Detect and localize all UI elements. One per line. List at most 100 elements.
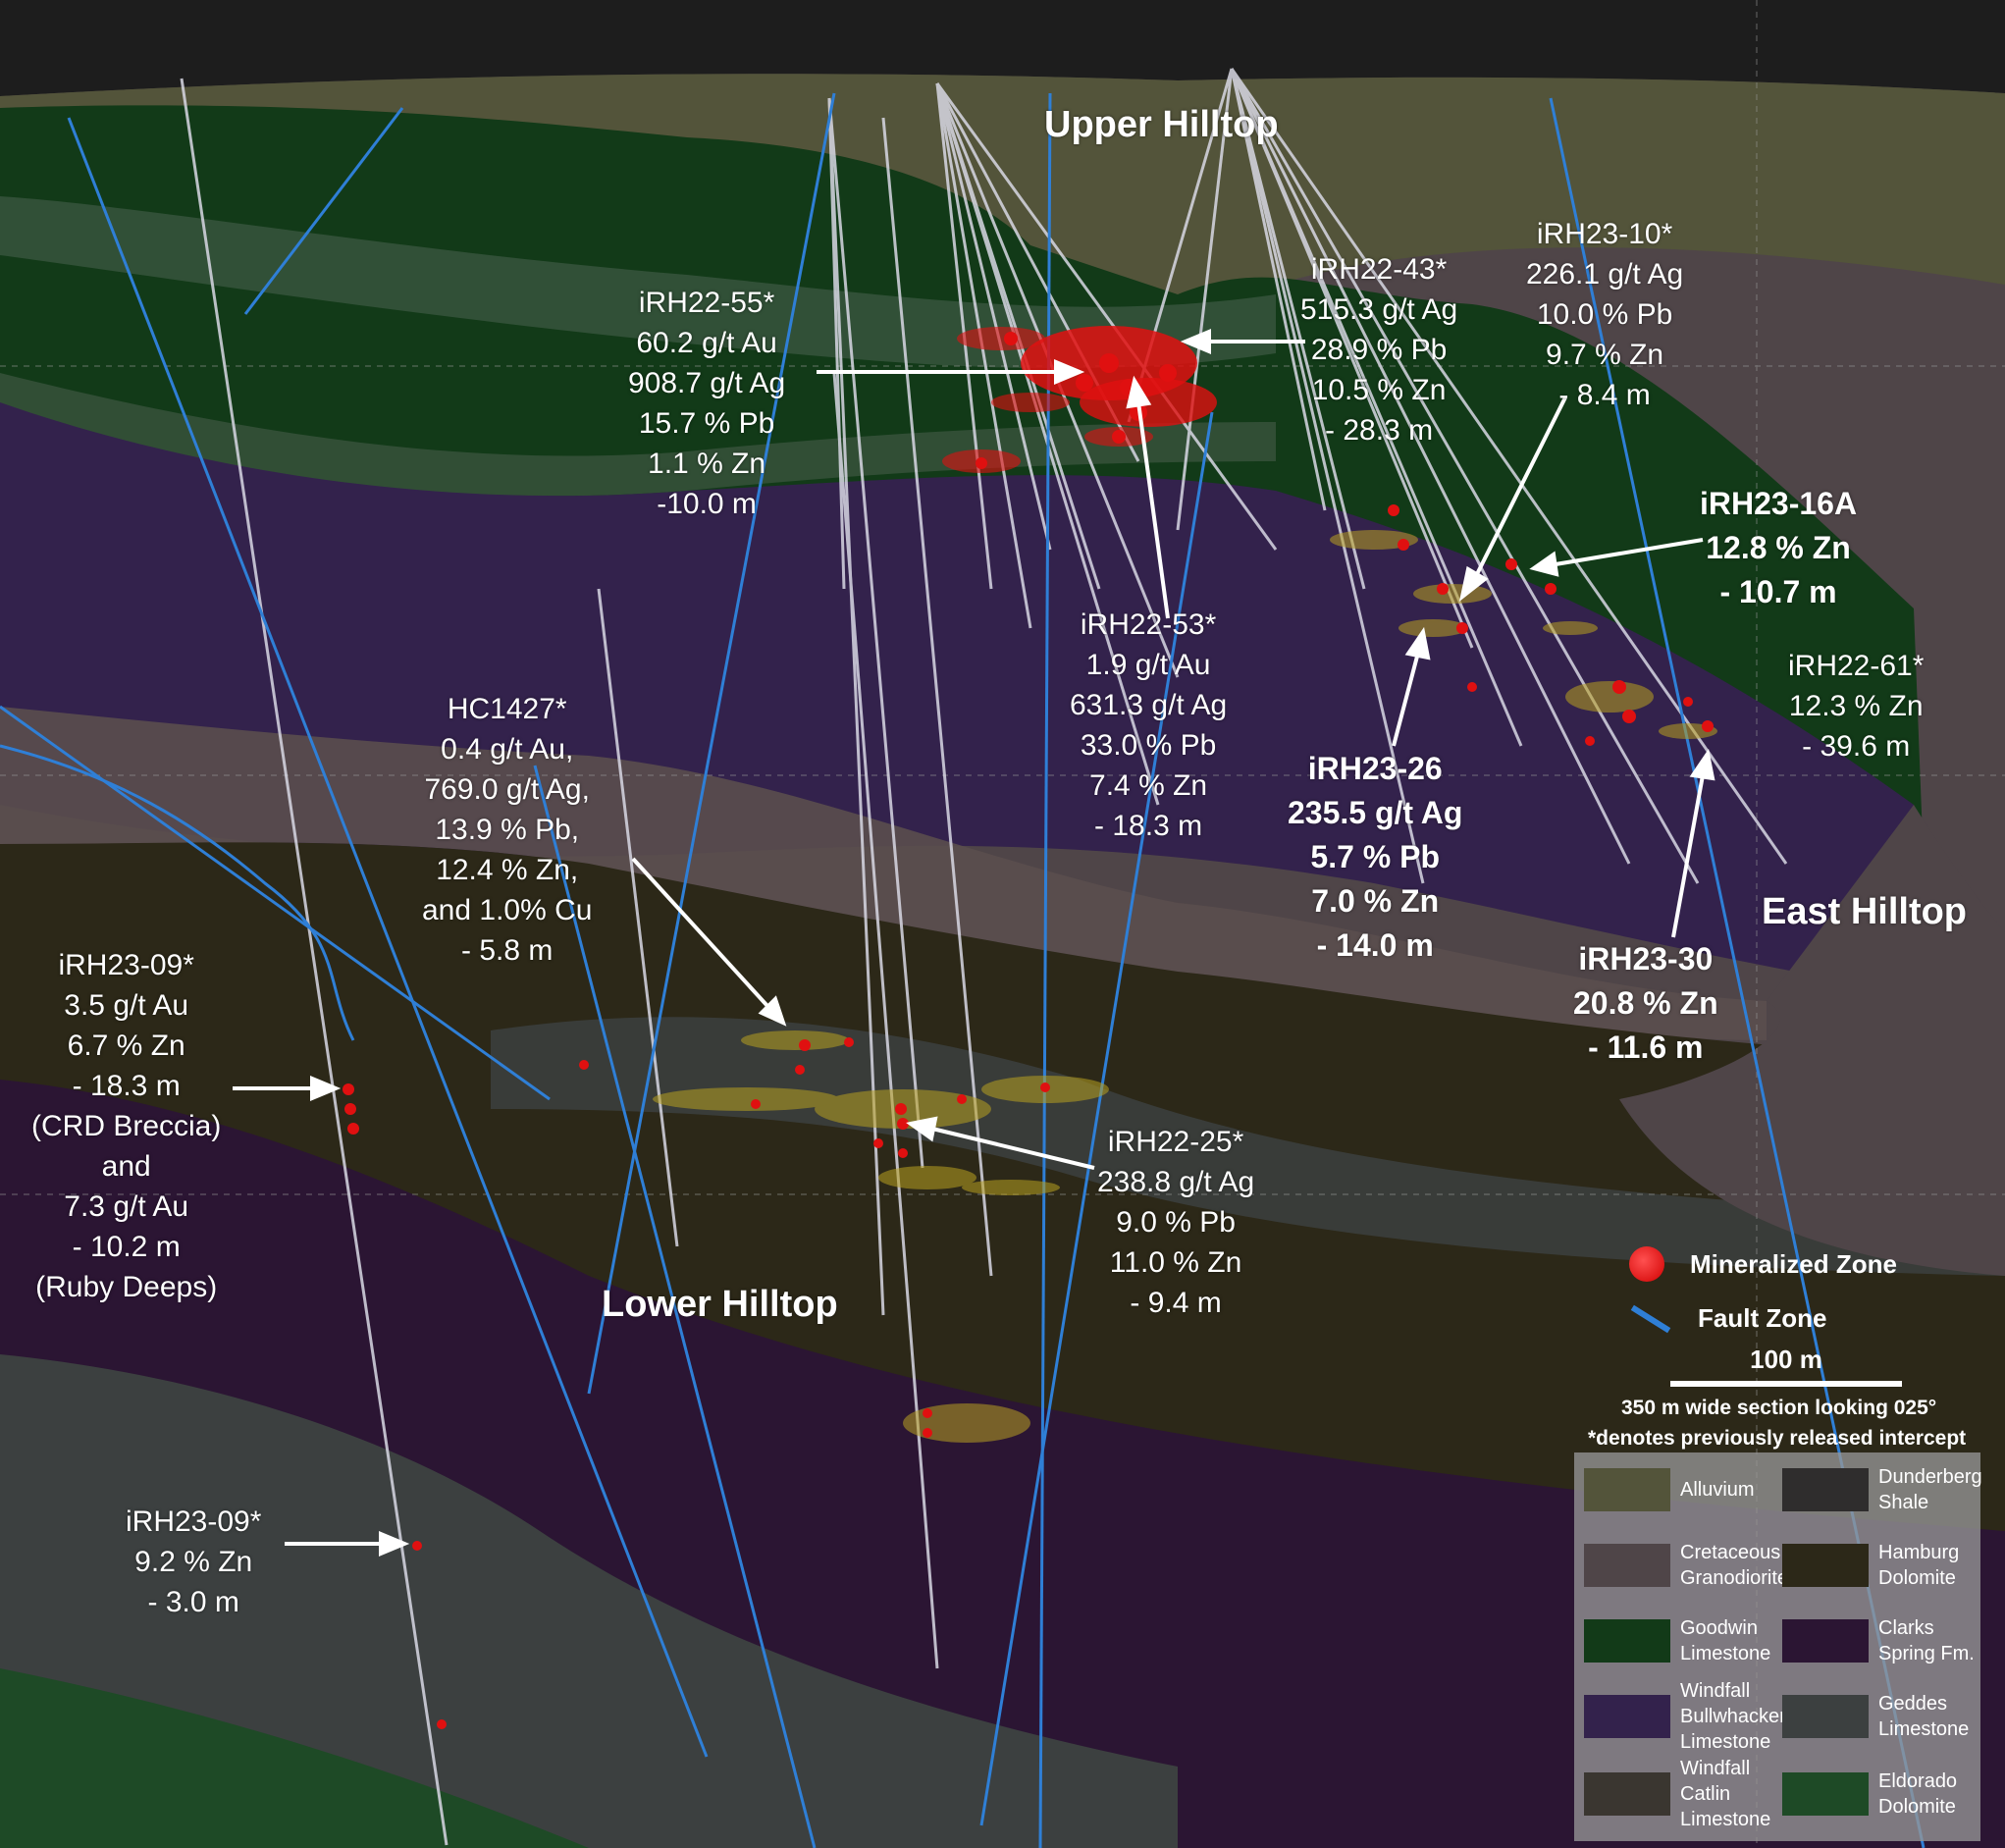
intercept-line: - 28.3 m xyxy=(1325,414,1434,447)
intercept-line: 631.3 g/t Ag xyxy=(1070,689,1228,721)
intercept-line: 238.8 g/t Ag xyxy=(1097,1166,1255,1198)
intercept-line: - 9.4 m xyxy=(1130,1287,1222,1319)
intercept-iRH22-43: iRH22-43* 515.3 g/t Ag 28.9 % Pb 10.5 % … xyxy=(1300,249,1457,450)
geddes-limestone-layer xyxy=(0,1354,1178,1848)
intercept-line: (CRD Breccia) xyxy=(31,1110,222,1142)
lith-label: Windfall Bullwhacker Limestone xyxy=(1680,1680,1786,1753)
intercept-line: 7.4 % Zn xyxy=(1089,769,1208,802)
lith-swatch xyxy=(1782,1619,1869,1663)
section-note: 350 m wide section looking 025° xyxy=(1621,1397,1937,1419)
intercept-line: 1.9 g/t Au xyxy=(1085,649,1211,681)
intercept-iRH22-53: iRH22-53* 1.9 g/t Au 631.3 g/t Ag 33.0 %… xyxy=(1070,605,1227,846)
intercept-line: 12.4 % Zn, xyxy=(436,854,579,886)
lithology-legend: Alluvium Dunderberg Shale Cretaceous Gra… xyxy=(1574,1452,1982,1841)
intercept-line: 10.0 % Pb xyxy=(1536,298,1673,331)
intercept-iRH23-30: iRH23-30 20.8 % Zn - 11.6 m xyxy=(1573,937,1718,1070)
lith-label: Cretaceous Granodiorite xyxy=(1680,1542,1789,1589)
intercept-line: iRH22-53* xyxy=(1080,608,1217,641)
lith-label: Alluvium xyxy=(1680,1479,1755,1501)
lith-clarks-spring: Clarks Spring Fm. xyxy=(1782,1606,1979,1676)
scale-label: 100 m xyxy=(1750,1345,1822,1374)
intercept-line: 9.0 % Pb xyxy=(1116,1206,1236,1239)
intercept-line: - 3.0 m xyxy=(147,1586,239,1618)
intercept-line: iRH22-25* xyxy=(1107,1126,1244,1158)
mineralized-shells xyxy=(653,530,1717,1443)
legend-mineralized-row: Mineralized Zone xyxy=(1629,1246,1897,1282)
intercept-line: 9.7 % Zn xyxy=(1546,339,1664,371)
intercept-iRH23-16A: iRH23-16A 12.8 % Zn - 10.7 m xyxy=(1700,482,1857,614)
sky-band xyxy=(0,0,2005,96)
intercept-line: 235.5 g/t Ag xyxy=(1288,795,1463,830)
scale-bar: 100 m xyxy=(1668,1345,1904,1387)
intercept-line: iRH23-09* xyxy=(58,949,194,981)
asterisk-note: *denotes previously released intercept xyxy=(1588,1427,1967,1450)
lith-label: Geddes Limestone xyxy=(1878,1693,1970,1740)
intercept-line: 28.9 % Pb xyxy=(1310,334,1448,366)
intercept-line: iRH23-26 xyxy=(1307,751,1443,786)
intercept-line: - 39.6 m xyxy=(1802,730,1911,763)
intercept-line: - 10.2 m xyxy=(72,1231,181,1263)
intercept-line: - 5.8 m xyxy=(461,934,554,967)
intercept-line: 12.8 % Zn xyxy=(1706,530,1851,565)
intercept-line: iRH22-61* xyxy=(1788,650,1925,682)
area-upper-hilltop: Upper Hilltop xyxy=(1044,104,1279,145)
intercept-line: - 18.3 m xyxy=(1094,810,1203,842)
legend-fault-row: Fault Zone xyxy=(1629,1303,1826,1334)
intercept-line: 60.2 g/t Au xyxy=(636,327,777,359)
area-lower-hilltop: Lower Hilltop xyxy=(602,1284,838,1325)
scale-bar-line xyxy=(1670,1381,1902,1387)
lith-hamburg: Hamburg Dolomite xyxy=(1782,1530,1979,1601)
intercept-line: and xyxy=(101,1150,151,1183)
intercept-line: 3.5 g/t Au xyxy=(64,989,189,1022)
intercept-line: 10.5 % Zn xyxy=(1311,374,1447,406)
intercept-line: 11.0 % Zn xyxy=(1109,1246,1242,1279)
intercept-line: 6.7 % Zn xyxy=(67,1030,185,1062)
lith-label: Clarks Spring Fm. xyxy=(1878,1617,1975,1664)
lith-eldorado: Eldorado Dolomite xyxy=(1782,1759,1979,1829)
lith-catlin: Windfall Catlin Limestone xyxy=(1584,1758,1780,1830)
intercept-line: iRH23-16A xyxy=(1700,486,1858,521)
lith-geddes: Geddes Limestone xyxy=(1782,1681,1979,1752)
intercept-line: - 10.7 m xyxy=(1719,574,1837,609)
lith-granodiorite: Cretaceous Granodiorite xyxy=(1584,1530,1788,1601)
lith-label: Dunderberg Shale xyxy=(1878,1466,1982,1513)
mineralized-zones xyxy=(343,326,1714,1729)
intercept-line: iRH22-55* xyxy=(638,287,775,319)
intercept-iRH23-09-upper: iRH23-09* 3.5 g/t Au 6.7 % Zn - 18.3 m (… xyxy=(31,945,221,1307)
intercept-line: 5.7 % Pb xyxy=(1310,839,1441,874)
lith-swatch xyxy=(1584,1772,1670,1816)
intercept-line: 12.3 % Zn xyxy=(1788,690,1924,722)
lith-swatch xyxy=(1584,1468,1670,1511)
intercept-line: 1.1 % Zn xyxy=(648,448,766,480)
callout-arrows xyxy=(233,329,1715,1557)
intercept-line: iRH23-09* xyxy=(126,1505,262,1538)
lith-swatch xyxy=(1584,1544,1670,1587)
granodiorite-lobe xyxy=(1619,805,2005,1276)
hamburg-dolomite-layer xyxy=(0,842,2005,1570)
lith-swatch xyxy=(1584,1619,1670,1663)
lith-swatch xyxy=(1584,1695,1670,1738)
lith-swatch xyxy=(1782,1772,1869,1816)
goodwin-light-band xyxy=(0,196,1276,369)
lith-swatch xyxy=(1782,1695,1869,1738)
intercept-line: 908.7 g/t Ag xyxy=(628,367,786,399)
intercept-line: (Ruby Deeps) xyxy=(35,1271,218,1303)
intercept-line: 0.4 g/t Au, xyxy=(441,733,574,766)
intercept-iRH23-26: iRH23-26 235.5 g/t Ag 5.7 % Pb 7.0 % Zn … xyxy=(1288,747,1462,968)
intercept-line: 7.0 % Zn xyxy=(1311,883,1440,919)
intercept-line: -10.0 m xyxy=(657,488,757,520)
lith-label: Goodwin Limestone xyxy=(1680,1617,1771,1664)
intercept-line: 33.0 % Pb xyxy=(1080,729,1217,762)
intercept-HC1427: HC1427* 0.4 g/t Au, 769.0 g/t Ag, 13.9 %… xyxy=(422,689,592,971)
lith-label: Hamburg Dolomite xyxy=(1878,1542,1960,1589)
fault-zone-icon xyxy=(1630,1304,1671,1333)
lith-alluvium: Alluvium xyxy=(1584,1454,1780,1525)
area-east-hilltop: East Hilltop xyxy=(1762,891,1968,932)
intercept-line: 515.3 g/t Ag xyxy=(1300,293,1458,326)
lith-label: Eldorado Dolomite xyxy=(1878,1770,1958,1818)
intercept-iRH22-25: iRH22-25* 238.8 g/t Ag 9.0 % Pb 11.0 % Z… xyxy=(1097,1122,1254,1323)
legend-fault-label: Fault Zone xyxy=(1698,1303,1827,1333)
lith-dunderberg: Dunderberg Shale xyxy=(1782,1454,1982,1525)
